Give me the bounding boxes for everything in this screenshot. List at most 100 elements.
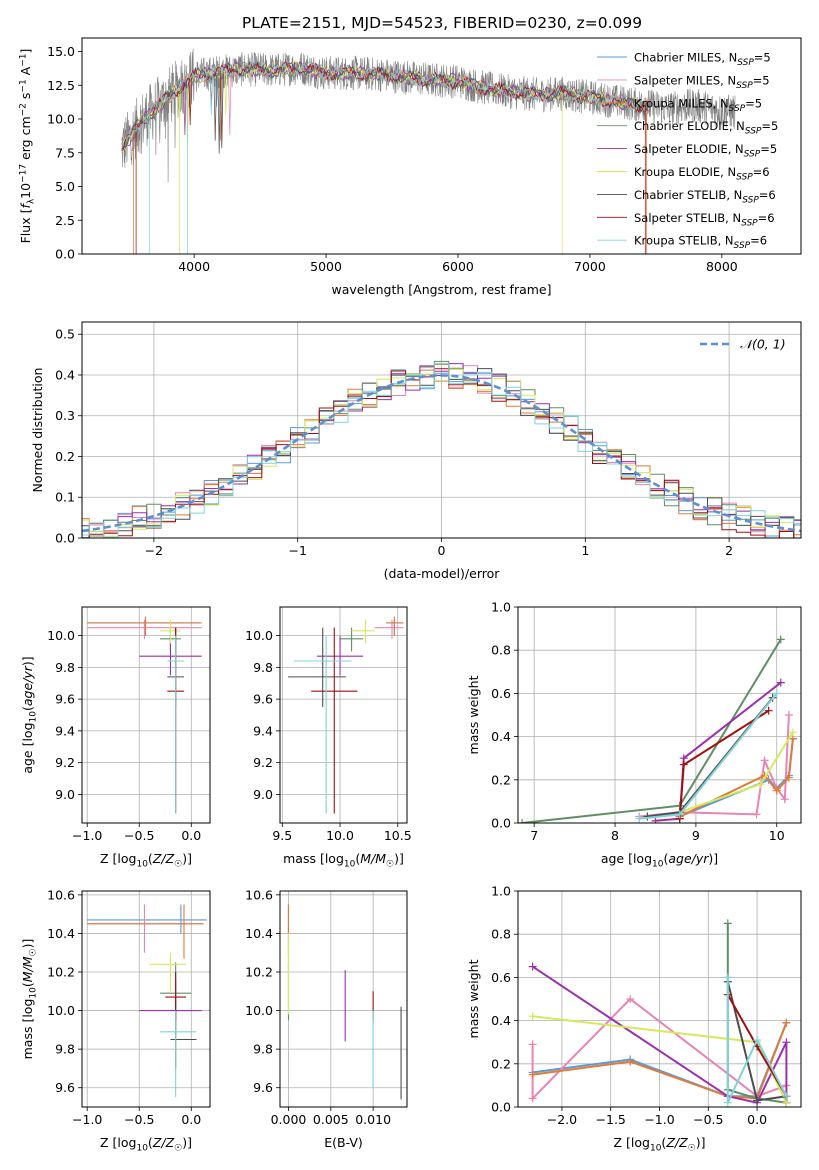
observed-spectrum	[121, 48, 736, 183]
legend-label-chabrier-stelib-part: Chabrier STELIB, N	[634, 188, 742, 202]
x-axis-label-part: (	[148, 1135, 153, 1150]
y-tick-label: 2.5	[55, 213, 75, 228]
x-tick-label: 10.5	[384, 828, 412, 843]
x-axis-label-part: ☉	[174, 1144, 182, 1154]
histogram-salpeter-elodie	[82, 363, 801, 538]
weight-marker-chabrier-elodie	[518, 819, 527, 823]
x-axis-label-part: 10	[136, 860, 148, 870]
legend-label-chabrier-elodie-part: Chabrier ELODIE, N	[634, 119, 745, 133]
y-axis-label-part: −1	[19, 79, 29, 92]
x-axis-label-part: Z/Z	[665, 1135, 688, 1150]
y-tick-label: 0.2	[491, 772, 511, 787]
legend-label-kroupa-stelib: Kroupa STELIB, NSSP=6	[634, 234, 767, 252]
weight-marker-salpeter-elodie	[651, 816, 660, 823]
legend-label-salpeter-miles-part: Salpeter MILES, N	[634, 73, 736, 87]
y-axis-label: age [log10(age/yr)]	[20, 656, 39, 773]
histogram-kroupa-stelib	[82, 362, 801, 538]
y-tick-label: 9.4	[55, 723, 75, 738]
x-tick-label: 8000	[706, 259, 738, 274]
normal-curve	[82, 374, 801, 533]
axes-frame	[81, 37, 802, 255]
x-tick-label: 0.0	[747, 1112, 767, 1127]
x-axis-label-part: 10	[344, 860, 356, 870]
legend-label-salpeter-stelib-part: Salpeter STELIB, N	[634, 211, 741, 225]
errorbar-plot-area	[287, 904, 402, 1100]
y-tick-label: 10.6	[245, 887, 273, 902]
x-tick-label: 8	[611, 828, 619, 843]
y-tick-label: 9.8	[253, 1042, 273, 1057]
y-tick-label: 12.5	[47, 78, 75, 93]
legend-label-kroupa-stelib-part: Kroupa STELIB, N	[634, 234, 734, 248]
y-axis-label: Flux [fλ10−17 erg cm−2 s−1 A−1]	[18, 49, 37, 244]
x-axis-label: Z [log10(Z/Z☉)]	[100, 1135, 192, 1154]
weight-marker-chabrier-stelib	[643, 812, 652, 821]
y-axis-label: mass [log10(M/M☉)]	[20, 939, 39, 1060]
legend-label-chabrier-miles-part: Chabrier MILES, N	[634, 51, 737, 65]
legend-label-kroupa-miles-part: Kroupa MILES, N	[634, 96, 729, 110]
legend-label-kroupa-elodie-part: SSP	[736, 173, 753, 183]
spectrum-panel: 4000 5000 6000 7000 8000 0.0 2.5 5.0 7.5 10.0 12.5…	[18, 37, 802, 297]
y-tick-label: 1.0	[491, 884, 511, 899]
y-axis-label-part: 10	[29, 711, 39, 723]
y-tick-label: 0.4	[491, 1013, 511, 1028]
y-tick-label: 0.1	[55, 490, 75, 505]
y-axis-label-part: ]	[18, 49, 33, 54]
legend-label-kroupa-miles: Kroupa MILES, NSSP=5	[634, 96, 762, 114]
weight-line-chabrier-elodie	[521, 638, 782, 823]
weight-marker-kroupa-miles	[782, 1018, 791, 1027]
weight-marker-salpeter-miles	[784, 711, 793, 719]
y-axis-label-part: A	[18, 66, 33, 79]
x-axis-label-part: Z [log	[100, 1135, 136, 1150]
x-tick-label: −1.5	[596, 1112, 626, 1127]
y-tick-label: 0.2	[55, 449, 75, 464]
x-tick-label: 9.5	[272, 828, 292, 843]
legend-label-chabrier-stelib-part: =6	[759, 188, 776, 202]
weight-marker-kroupa-miles	[784, 773, 793, 782]
y-tick-label: 0.6	[491, 970, 511, 985]
legend-label-salpeter-elodie-part: Salpeter ELODIE, N	[634, 142, 744, 156]
y-tick-label: 0.0	[491, 816, 511, 831]
weight-marker-salpeter-stelib	[764, 706, 773, 715]
legend-label-salpeter-miles-part: SSP	[736, 81, 753, 91]
legend-label-salpeter-elodie: Salpeter ELODIE, NSSP=5	[634, 142, 777, 160]
legend-label-kroupa-miles-part: SSP	[729, 104, 746, 114]
y-tick-label: 9.2	[253, 755, 273, 770]
legend-label-normal: 𝒩(0, 1)	[740, 337, 786, 352]
errorbar-plot-area	[87, 616, 202, 814]
x-tick-label: 0.010	[355, 1112, 391, 1127]
weight-marker-chabrier-stelib	[753, 1096, 762, 1105]
y-tick-label: 9.2	[55, 755, 75, 770]
weight-marker-kroupa-elodie	[528, 1012, 537, 1021]
y-tick-label: 1.0	[491, 600, 511, 615]
age-vs-mass-panel: 9.5 10.0 10.5 9.0 9.2 9.4 9.6 9.8 10.0 mass [log1…	[245, 606, 412, 870]
weight-plot-area	[518, 635, 797, 823]
legend-label-salpeter-stelib: Salpeter STELIB, NSSP=6	[634, 211, 775, 229]
x-tick-label: 5000	[310, 259, 342, 274]
y-axis-label-part: −2	[19, 103, 29, 116]
x-axis-label-part: Z [log	[614, 1135, 650, 1150]
mass-weight-vs-Z-panel: −2.0 −1.5 −1.0 −0.5 0.0 0.0 0.2 0.4 0.6 0.8 1.0 Z […	[466, 884, 802, 1154]
x-axis-label: (data-model)/error	[384, 566, 501, 581]
legend-label-kroupa-elodie-part: =6	[753, 165, 770, 179]
weight-marker-kroupa-miles	[626, 1057, 635, 1066]
y-axis-label: mass weight	[466, 959, 481, 1038]
weight-marker-kroupa-stelib	[675, 810, 684, 819]
y-tick-label: 9.6	[55, 1080, 75, 1095]
x-axis-label-part: 10	[136, 1144, 148, 1154]
weight-marker-kroupa-miles	[528, 1070, 537, 1079]
legend-label-kroupa-elodie-part: Kroupa ELODIE, N	[634, 165, 736, 179]
x-tick-label: −1.0	[72, 828, 102, 843]
y-axis-label-part: )]	[20, 656, 35, 666]
y-tick-label: 9.6	[55, 692, 75, 707]
x-axis-label-part: (	[661, 1135, 666, 1150]
y-tick-label: 0.2	[491, 1056, 511, 1071]
weight-marker-salpeter-miles	[780, 795, 789, 804]
x-tick-label: 10.0	[326, 828, 354, 843]
x-tick-label: 0.000	[271, 1112, 307, 1127]
y-tick-label: 5.0	[55, 179, 75, 194]
x-tick-label: 0.0	[181, 1112, 201, 1127]
y-axis-label-part: λ	[27, 198, 37, 204]
y-axis-label-part: (	[20, 706, 35, 711]
weight-marker-kroupa-stelib	[772, 689, 781, 698]
